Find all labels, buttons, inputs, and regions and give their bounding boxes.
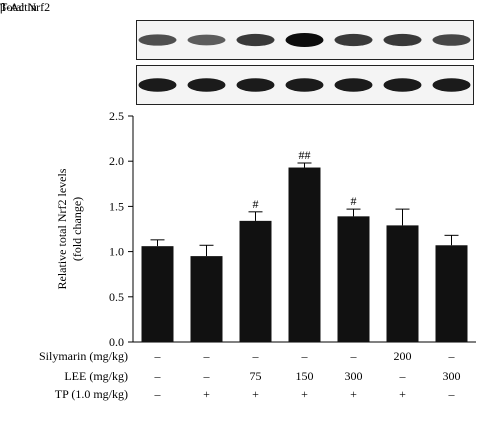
condition-cell: 300 bbox=[345, 369, 363, 383]
condition-cell: 200 bbox=[394, 349, 412, 363]
condition-cell: – bbox=[154, 369, 162, 383]
y-tick-label: 2.0 bbox=[109, 154, 124, 168]
condition-cell: – bbox=[252, 349, 260, 363]
bar bbox=[288, 167, 321, 342]
bar bbox=[337, 216, 370, 342]
actin-band bbox=[236, 78, 275, 92]
actin-band bbox=[285, 78, 324, 92]
bar bbox=[386, 225, 419, 342]
condition-cell: + bbox=[252, 387, 259, 401]
condition-cell: – bbox=[154, 349, 162, 363]
nrf2-blot-label: Total Nrf2 bbox=[0, 0, 51, 14]
significance-marker: # bbox=[253, 197, 259, 211]
y-tick-label: 1.0 bbox=[109, 245, 124, 259]
condition-cell: – bbox=[399, 369, 407, 383]
condition-cell: 150 bbox=[296, 369, 314, 383]
actin-band bbox=[432, 78, 471, 92]
actin-band bbox=[383, 78, 422, 92]
actin-band bbox=[187, 78, 226, 92]
condition-cell: 300 bbox=[443, 369, 461, 383]
condition-cell: – bbox=[448, 349, 456, 363]
condition-row-label: TP (1.0 mg/kg) bbox=[55, 387, 128, 401]
nrf2-band bbox=[138, 34, 177, 46]
y-tick-label: 0.5 bbox=[109, 290, 124, 304]
condition-cell: + bbox=[203, 387, 210, 401]
y-tick-label: 1.5 bbox=[109, 199, 124, 213]
condition-cell: – bbox=[301, 349, 309, 363]
nrf2-band bbox=[383, 33, 422, 47]
bar bbox=[141, 246, 174, 342]
nrf2-band bbox=[432, 34, 471, 46]
y-tick-label: 2.5 bbox=[109, 109, 124, 123]
actin-band bbox=[334, 78, 373, 92]
nrf2-band bbox=[236, 33, 275, 47]
bar bbox=[239, 220, 272, 342]
condition-cell: – bbox=[154, 387, 162, 401]
actin-blot-label: β-Actin bbox=[0, 0, 37, 14]
significance-marker: # bbox=[351, 194, 357, 208]
condition-row-label: LEE (mg/kg) bbox=[64, 369, 128, 383]
y-axis-label: Relative total Nrf2 levels bbox=[55, 168, 69, 289]
condition-cell: – bbox=[203, 369, 211, 383]
condition-cell: + bbox=[350, 387, 357, 401]
nrf2-band bbox=[334, 33, 373, 47]
condition-cell: – bbox=[448, 387, 456, 401]
condition-cell: + bbox=[301, 387, 308, 401]
actin-band bbox=[138, 78, 177, 92]
bar bbox=[435, 245, 468, 342]
condition-cell: – bbox=[350, 349, 358, 363]
nrf2-band bbox=[187, 34, 226, 46]
condition-cell: 75 bbox=[250, 369, 262, 383]
y-tick-label: 0.0 bbox=[109, 335, 124, 349]
condition-cell: + bbox=[399, 387, 406, 401]
significance-marker: ## bbox=[299, 148, 311, 162]
condition-row-label: Silymarin (mg/kg) bbox=[39, 349, 128, 363]
condition-cell: – bbox=[203, 349, 211, 363]
nrf2-band bbox=[285, 33, 324, 47]
y-axis-label-unit: (fold change) bbox=[70, 197, 84, 261]
bar bbox=[190, 256, 223, 342]
